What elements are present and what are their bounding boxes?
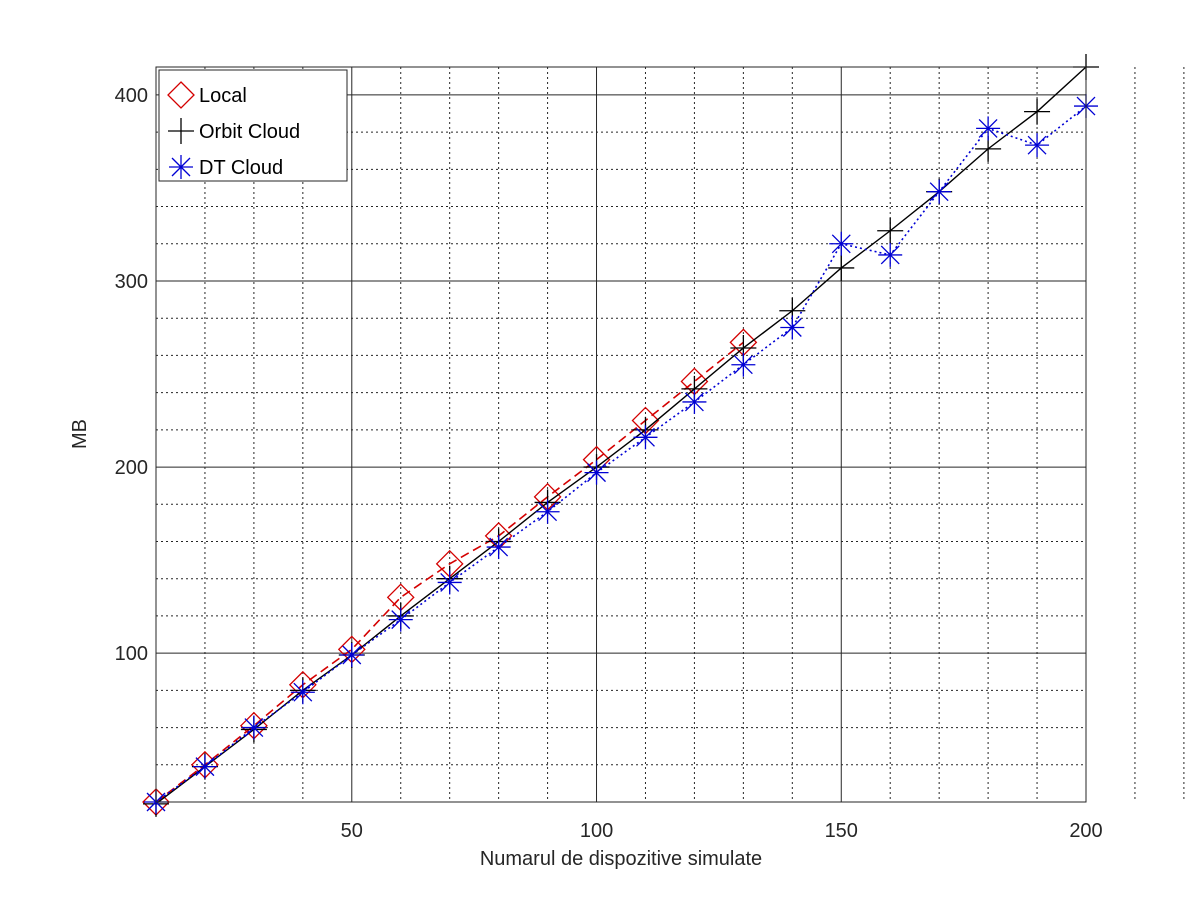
data-point (877, 217, 904, 244)
legend-marker (167, 81, 195, 109)
data-point (976, 116, 1001, 141)
legend-label: Local (199, 85, 247, 107)
data-point (192, 754, 217, 779)
data-point (878, 242, 903, 267)
data-point (388, 607, 413, 632)
series-layer (142, 54, 1099, 817)
legend-item: Orbit Cloud (168, 118, 300, 144)
data-point (731, 352, 756, 377)
plot-frame (155, 66, 1087, 803)
data-point (1024, 98, 1051, 125)
x-axis-label: Numarul de dispozitive simulate (480, 848, 762, 870)
y-tick-label: 300 (115, 271, 148, 293)
data-point (682, 389, 707, 414)
legend-marker (169, 155, 193, 179)
data-point (437, 570, 462, 595)
x-tick-label: 200 (1069, 820, 1102, 842)
y-tick-label: 200 (115, 457, 148, 479)
data-point (290, 680, 315, 705)
legend-marker (168, 118, 194, 144)
data-point (927, 179, 952, 204)
legend-label: Orbit Cloud (199, 121, 300, 143)
data-point (584, 460, 609, 485)
data-point (633, 425, 658, 450)
series-dt-cloud (144, 94, 1098, 814)
x-tick-label: 100 (580, 820, 613, 842)
data-point (535, 499, 560, 524)
series-line (155, 105, 1087, 803)
data-point (339, 643, 364, 667)
x-tick-label: 50 (341, 820, 363, 842)
y-tick-label: 400 (115, 85, 148, 107)
legend-item: DT Cloud (169, 155, 283, 179)
ticks: 50 100 150 200 100 200 300 400 (115, 85, 1103, 842)
y-axis-label: MB (69, 419, 91, 449)
legend-box (158, 69, 348, 182)
data-point (780, 315, 805, 340)
legend-item: Local (167, 81, 247, 109)
data-point (1025, 133, 1050, 158)
legend: Local Orbit Cloud DT Cloud (158, 69, 348, 182)
data-point (828, 254, 855, 281)
y-tick-label: 100 (115, 643, 148, 665)
data-point (829, 231, 854, 256)
data-point (241, 715, 266, 740)
data-point (486, 535, 511, 560)
legend-label: DT Cloud (199, 157, 283, 179)
x-tick-label: 150 (825, 820, 858, 842)
